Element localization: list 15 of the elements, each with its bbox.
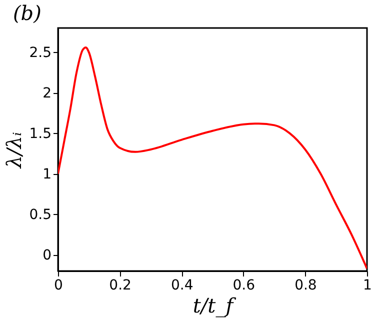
- x-tick-label: 0.6: [232, 278, 256, 294]
- x-tick-label: 0.8: [294, 278, 317, 294]
- x-axis-title: t/t_f: [192, 294, 237, 318]
- x-tick-label: 0: [54, 278, 63, 294]
- x-tick-label: 1: [363, 278, 372, 294]
- x-tick-label: 0.4: [170, 278, 194, 294]
- y-tick-label: 1: [42, 166, 52, 182]
- y-tick-label: 0: [42, 247, 52, 264]
- y-tick-label: 2.5: [29, 44, 52, 61]
- y-axis-title: λ/λᵢ: [2, 132, 26, 170]
- y-tick-label: 1.5: [29, 126, 52, 142]
- chart-title: (b): [13, 1, 42, 25]
- x-tick-label: 0.2: [109, 278, 132, 294]
- y-tick-label: 2: [42, 85, 52, 102]
- y-tick-label: 0.5: [29, 206, 52, 223]
